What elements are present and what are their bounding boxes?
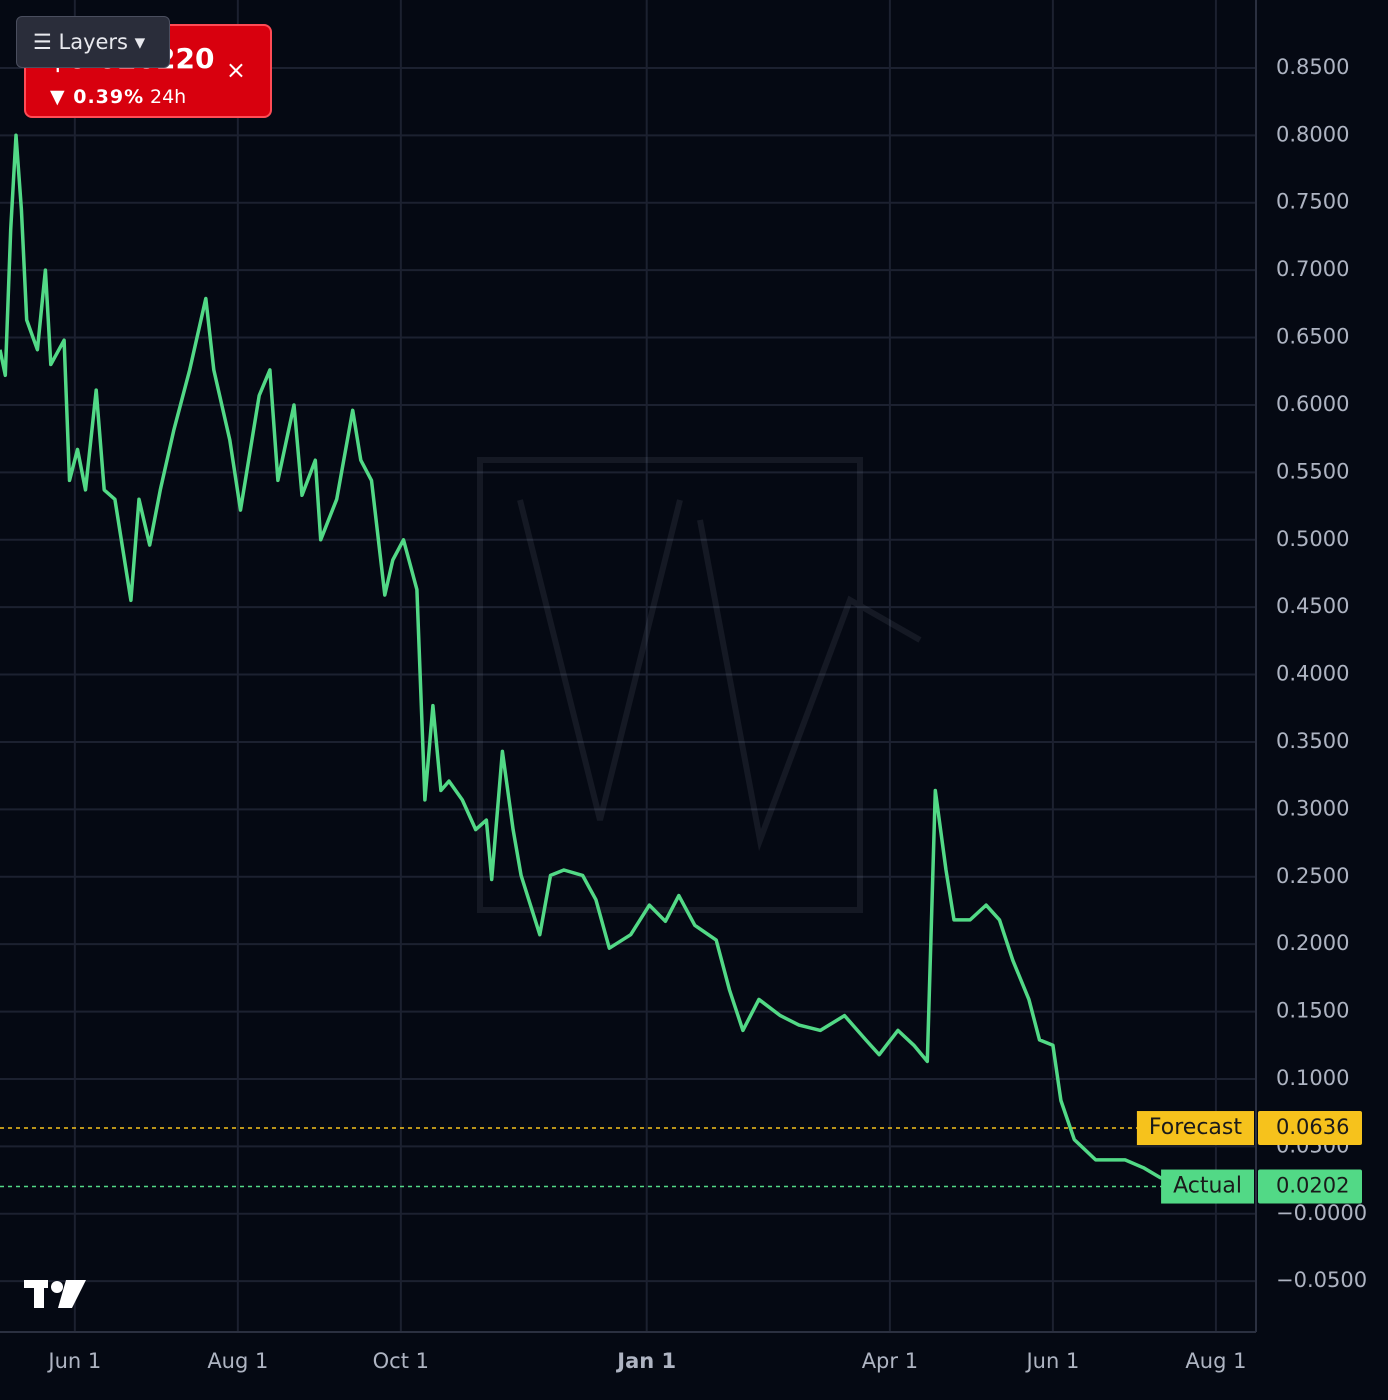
y-tick-label: 0.4500 (1276, 594, 1349, 618)
y-tick-label: 0.8000 (1276, 122, 1349, 146)
period: 24h (150, 86, 187, 108)
x-tick-label: Aug 1 (1185, 1349, 1246, 1373)
y-tick-label: 0.1500 (1276, 999, 1349, 1023)
y-tick-label: 0.4000 (1276, 662, 1349, 686)
watermark (477, 457, 922, 913)
x-tick-label: Oct 1 (373, 1349, 429, 1373)
price-change: ▼ 0.39% (50, 86, 145, 108)
y-tick-label: 0.3000 (1276, 796, 1349, 820)
x-tick-label: Aug 1 (207, 1349, 268, 1373)
close-button[interactable]: × (225, 56, 246, 84)
y-tick-label: 0.7500 (1276, 190, 1349, 214)
reference-value-box (1258, 1111, 1362, 1146)
reference-label: Forecast (1149, 1115, 1242, 1140)
y-tick-label: 0.2500 (1276, 864, 1349, 888)
reference-value-box (1258, 1169, 1362, 1204)
x-tick-label: Jan 1 (615, 1349, 676, 1373)
y-tick-label: 0.1000 (1276, 1066, 1349, 1090)
reference-label-box (1136, 1111, 1254, 1146)
tradingview-logo (24, 1280, 86, 1308)
layers-button[interactable]: ☰ Layers ▾ (16, 16, 170, 68)
y-tick-label: 0.8500 (1276, 55, 1349, 79)
reference-value: 0.0202 (1276, 1174, 1349, 1198)
reference-label-box (1161, 1169, 1254, 1204)
y-tick-label: 0.2000 (1276, 931, 1349, 955)
grid (0, 0, 1256, 1332)
y-tick-label: 0.5000 (1276, 527, 1349, 551)
x-tick-label: Jun 1 (46, 1349, 101, 1373)
price-line (0, 133, 1251, 1189)
y-tick-label: 0.6000 (1276, 392, 1349, 416)
y-tick-label: 0.7000 (1276, 257, 1349, 281)
x-tick-label: Apr 1 (862, 1349, 918, 1373)
y-tick-label: 0.5500 (1276, 459, 1349, 483)
y-tick-label: 0.3500 (1276, 729, 1349, 753)
y-tick-label: −0.0500 (1276, 1268, 1367, 1292)
y-tick-label: 0.6500 (1276, 325, 1349, 349)
reference-label: Actual (1173, 1174, 1242, 1199)
y-tick-label: −0.0000 (1276, 1201, 1367, 1225)
x-tick-label: Jun 1 (1024, 1349, 1079, 1373)
reference-value: 0.0636 (1276, 1115, 1349, 1139)
